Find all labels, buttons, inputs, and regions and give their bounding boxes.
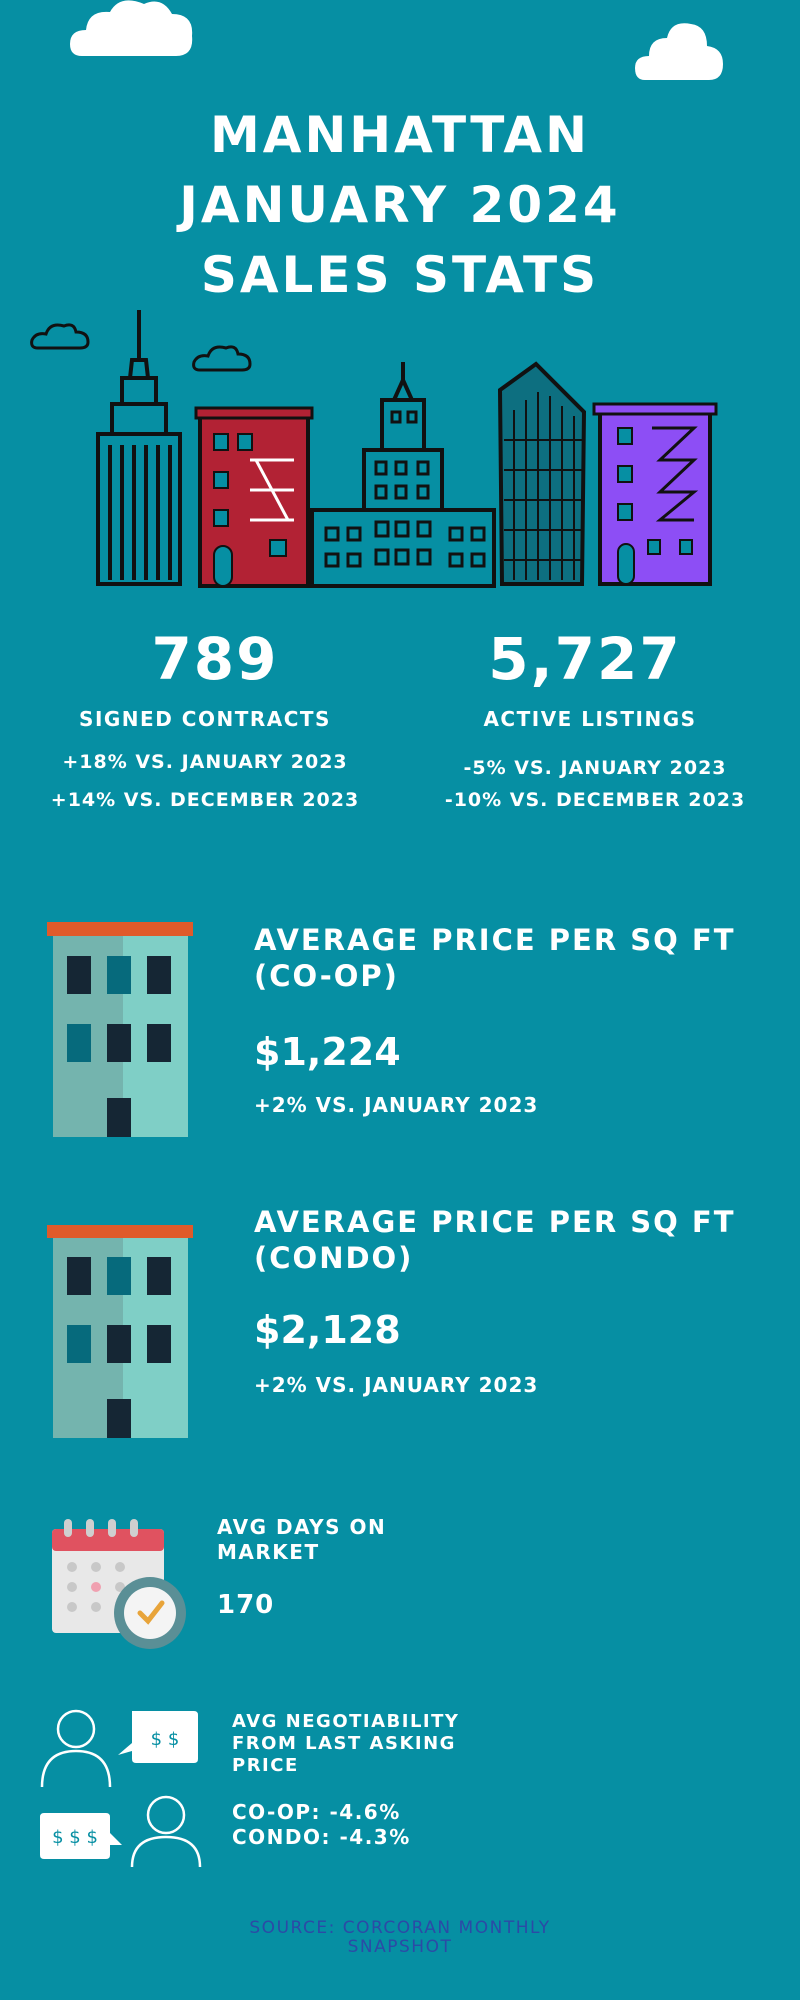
speech-bubble-top: [118, 1711, 198, 1763]
listings-value: 5,727: [488, 625, 682, 693]
negotiability-coop: CO-OP: -4.6%: [232, 1800, 401, 1824]
apartment-building-icon: [47, 1225, 193, 1438]
coop-title-line-1: AVERAGE PRICE PER SQ FT: [254, 923, 736, 957]
condo-value: $2,128: [254, 1308, 401, 1352]
days-on-market-value: 170: [217, 1590, 275, 1620]
condo-change: +2% VS. JANUARY 2023: [254, 1373, 539, 1397]
contracts-label: SIGNED CONTRACTS: [79, 707, 331, 731]
coop-value: $1,224: [254, 1030, 401, 1074]
speech-bubble-top-text: $ $: [151, 1729, 180, 1750]
condo-title: AVERAGE PRICE PER SQ FT (CONDO): [254, 1204, 774, 1276]
days-title-line-1: AVG DAYS ON: [217, 1515, 387, 1539]
page-title: MANHATTAN JANUARY 2024 SALES STATS: [0, 100, 800, 310]
title-line-2: JANUARY 2024: [179, 176, 621, 234]
source-note: SOURCE: CORCORAN MONTHLY SNAPSHOT: [200, 1919, 600, 1957]
listings-label: ACTIVE LISTINGS: [483, 707, 697, 731]
cloud-outline-icon: [192, 345, 252, 372]
contracts-change-month: +14% VS. DECEMBER 2023: [50, 789, 360, 811]
condo-title-line-1: AVERAGE PRICE PER SQ FT: [254, 1205, 736, 1239]
listings-change-year: -5% VS. JANUARY 2023: [463, 757, 727, 779]
contracts-change-year: +18% VS. JANUARY 2023: [62, 751, 348, 773]
negotiability-title: AVG NEGOTIABILITY FROM LAST ASKING PRICE: [232, 1711, 552, 1777]
title-line-1: MANHATTAN: [210, 106, 590, 164]
coop-change: +2% VS. JANUARY 2023: [254, 1093, 539, 1117]
purple-building: [592, 402, 718, 586]
negotiability-title-line-3: PRICE: [232, 1755, 299, 1776]
negotiation-people-icon: $ $ $ $ $: [40, 1709, 202, 1868]
negotiability-values: CO-OP: -4.6% CONDO: -4.3%: [232, 1800, 552, 1850]
cloud-icon: [635, 23, 723, 80]
source-line-2: SNAPSHOT: [347, 1937, 453, 1957]
contracts-value: 789: [151, 625, 279, 693]
days-title-line-2: MARKET: [217, 1540, 320, 1564]
speech-bubble-bottom-text: $ $ $: [52, 1827, 98, 1848]
negotiability-condo: CONDO: -4.3%: [232, 1825, 411, 1849]
coop-title: AVERAGE PRICE PER SQ FT (CO-OP): [254, 922, 774, 994]
title-line-3: SALES STATS: [200, 246, 600, 304]
days-on-market-title: AVG DAYS ON MARKET: [217, 1515, 517, 1565]
listings-change-month: -10% VS. DECEMBER 2023: [444, 789, 746, 811]
cloud-outline-icon: [30, 323, 90, 350]
speech-bubble-bottom: [40, 1813, 122, 1859]
source-line-1: SOURCE: CORCORAN MONTHLY: [249, 1918, 551, 1938]
red-building: [194, 406, 314, 588]
calendar-clock-icon: [52, 1519, 186, 1649]
condo-title-line-2: (CONDO): [254, 1241, 414, 1275]
flatiron-building: [497, 361, 587, 586]
cloud-icon: [70, 0, 193, 56]
negotiability-title-line-2: FROM LAST ASKING: [232, 1733, 456, 1754]
negotiability-title-line-1: AVG NEGOTIABILITY: [232, 1711, 460, 1732]
coop-title-line-2: (CO-OP): [254, 959, 399, 993]
stepped-tower: [310, 362, 496, 588]
tower-building: [96, 310, 182, 586]
skyline-illustration: [30, 310, 718, 588]
apartment-building-icon: [47, 922, 193, 1137]
